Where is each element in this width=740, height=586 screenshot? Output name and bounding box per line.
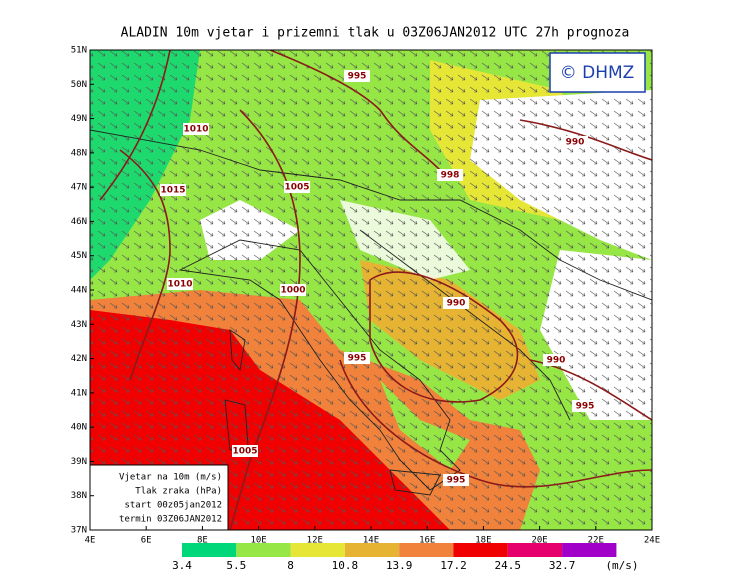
legend-label: 24.5	[495, 559, 522, 572]
isobar-label: 1000	[280, 286, 305, 296]
lat-label: 46N	[71, 217, 87, 227]
copyright: © DHMZ	[560, 63, 635, 83]
info-line: Tlak zraka (hPa)	[135, 487, 222, 497]
info-box	[89, 464, 229, 531]
lat-label: 47N	[71, 183, 87, 193]
legend-swatch	[236, 543, 291, 557]
legend-swatch	[344, 543, 400, 557]
isobar-label: 1015	[160, 186, 185, 196]
legend-swatch	[182, 543, 237, 557]
isobar-label: 1010	[167, 280, 192, 290]
isobar-label: 990	[566, 138, 585, 148]
info-line: start 00z05jan2012	[124, 501, 222, 511]
title: ALADIN 10m vjetar i prizemni tlak u 03Z0…	[121, 26, 630, 41]
legend-label: 5.5	[226, 559, 246, 572]
isobar-labels: 995 1010 990 1015 1005 998 1010 1000 990…	[160, 70, 598, 486]
isobar-label: 1010	[183, 125, 208, 135]
legend-swatch	[399, 543, 454, 557]
lat-label: 43N	[71, 320, 87, 330]
legend-swatch	[453, 543, 508, 557]
lat-label: 48N	[71, 148, 87, 158]
legend-swatch	[562, 543, 617, 557]
isobar-label: 995	[348, 72, 367, 82]
legend-label: 32.7	[549, 559, 576, 572]
lon-label: 10E	[250, 536, 266, 546]
lat-label: 42N	[71, 354, 87, 364]
isobar-label: 990	[447, 299, 466, 309]
legend-swatch	[290, 543, 345, 557]
info-line: Vjetar na 10m (m/s)	[119, 473, 222, 483]
isobar-label: 1005	[232, 447, 257, 457]
isobar-label: 998	[441, 171, 460, 181]
lat-label: 39N	[71, 457, 87, 467]
legend-label: 13.9	[386, 559, 413, 572]
isobar-label: 995	[348, 354, 367, 364]
legend-label: 10.8	[332, 559, 359, 572]
lon-label: 24E	[644, 536, 660, 546]
legend-unit: (m/s)	[605, 559, 638, 572]
isobar-label: 1005	[284, 183, 309, 193]
copyright-box	[549, 52, 646, 93]
legend-swatch	[507, 543, 563, 557]
isobar-label: 990	[547, 356, 566, 366]
lon-label: 4E	[85, 536, 96, 546]
lat-label: 50N	[71, 80, 87, 90]
lat-label: 51N	[71, 46, 87, 56]
lat-labels: 51N 50N 49N 48N 47N 46N 45N 44N 43N 42N 41N 40N 39N 3…	[71, 46, 94, 536]
lon-label: 18E	[475, 536, 491, 546]
legend: 3.4 5.5 8 10.8 13.9 17.2 24.5 32.7 (m/s)	[172, 543, 639, 572]
lon-label: 14E	[363, 536, 379, 546]
lat-label: 49N	[71, 114, 87, 124]
legend-label: 3.4	[172, 559, 192, 572]
lon-label: 6E	[141, 536, 152, 546]
lat-label: 44N	[71, 286, 87, 296]
info-lines: Vjetar na 10m (m/s) Tlak zraka (hPa) start…	[119, 473, 222, 525]
lon-labels: 4E 6E 8E 10E 12E 14E 16E 18E 20E 22E 24E	[85, 526, 660, 546]
isobar-label: 995	[576, 402, 595, 412]
lon-label: 8E	[197, 536, 208, 546]
isobar-label: 995	[447, 476, 466, 486]
lat-label: 37N	[71, 526, 87, 536]
lon-label: 12E	[307, 536, 323, 546]
lat-label: 40N	[71, 423, 87, 433]
lon-label: 20E	[531, 536, 547, 546]
lat-label: 45N	[71, 251, 87, 261]
info-line: termin 03Z06JAN2012	[119, 515, 222, 525]
legend-label: 17.2	[440, 559, 467, 572]
lon-label: 22E	[588, 536, 604, 546]
lon-label: 16E	[419, 536, 435, 546]
lat-label: 41N	[71, 388, 87, 398]
legend-label: 8	[287, 559, 294, 572]
lat-label: 38N	[71, 491, 87, 501]
